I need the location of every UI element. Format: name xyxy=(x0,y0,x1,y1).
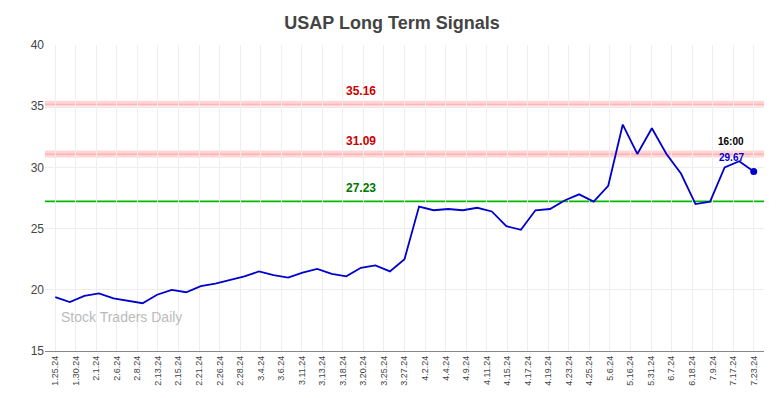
svg-text:3.4.24: 3.4.24 xyxy=(256,356,266,381)
svg-text:5.16.24: 5.16.24 xyxy=(625,356,635,386)
svg-text:2.6.24: 2.6.24 xyxy=(112,356,122,381)
svg-text:29.67: 29.67 xyxy=(719,152,744,163)
svg-text:25: 25 xyxy=(31,222,45,236)
svg-text:4.11.24: 4.11.24 xyxy=(482,356,492,385)
svg-text:5.6.24: 5.6.24 xyxy=(605,356,615,381)
svg-text:2.1.24: 2.1.24 xyxy=(91,356,101,381)
svg-text:4.23.24: 4.23.24 xyxy=(564,356,574,386)
svg-text:35: 35 xyxy=(31,99,45,113)
svg-text:30: 30 xyxy=(31,161,45,175)
svg-text:2.21.24: 2.21.24 xyxy=(194,356,204,386)
svg-text:2.28.24: 2.28.24 xyxy=(235,356,245,386)
svg-text:3.25.24: 3.25.24 xyxy=(379,356,389,386)
svg-text:3.13.24: 3.13.24 xyxy=(317,356,327,386)
svg-text:3.6.24: 3.6.24 xyxy=(276,356,286,381)
svg-text:2.8.24: 2.8.24 xyxy=(132,356,142,381)
svg-text:2.13.24: 2.13.24 xyxy=(153,356,163,386)
svg-text:1.30.24: 1.30.24 xyxy=(71,356,81,386)
svg-text:4.25.24: 4.25.24 xyxy=(584,356,594,386)
svg-text:3.18.24: 3.18.24 xyxy=(338,356,348,386)
svg-text:40: 40 xyxy=(31,38,45,52)
svg-text:3.20.24: 3.20.24 xyxy=(358,356,368,386)
svg-text:35.16: 35.16 xyxy=(346,84,376,98)
svg-text:31.09: 31.09 xyxy=(346,134,376,148)
svg-text:7.17.24: 7.17.24 xyxy=(728,356,738,386)
svg-text:4.17.24: 4.17.24 xyxy=(523,356,533,386)
svg-text:16:00: 16:00 xyxy=(718,136,744,147)
svg-text:27.23: 27.23 xyxy=(346,181,376,195)
svg-text:20: 20 xyxy=(31,283,45,297)
svg-text:4.9.24: 4.9.24 xyxy=(461,356,471,381)
svg-text:Stock Traders Daily: Stock Traders Daily xyxy=(61,309,182,325)
svg-text:2.15.24: 2.15.24 xyxy=(173,356,183,386)
svg-text:5.31.24: 5.31.24 xyxy=(646,356,656,386)
svg-text:4.15.24: 4.15.24 xyxy=(502,356,512,386)
svg-text:1.25.24: 1.25.24 xyxy=(50,356,60,386)
svg-text:3.11.24: 3.11.24 xyxy=(297,356,307,385)
svg-text:4.4.24: 4.4.24 xyxy=(441,356,451,381)
svg-text:3.27.24: 3.27.24 xyxy=(399,356,409,386)
svg-text:15: 15 xyxy=(31,344,45,358)
svg-text:7.23.24: 7.23.24 xyxy=(749,356,759,386)
svg-text:6.18.24: 6.18.24 xyxy=(687,356,697,386)
svg-text:6.7.24: 6.7.24 xyxy=(666,356,676,381)
svg-text:4.2.24: 4.2.24 xyxy=(420,356,430,381)
svg-text:USAP Long Term Signals: USAP Long Term Signals xyxy=(284,13,499,33)
svg-text:4.19.24: 4.19.24 xyxy=(543,356,553,386)
svg-text:7.9.24: 7.9.24 xyxy=(708,356,718,381)
svg-text:2.26.24: 2.26.24 xyxy=(215,356,225,386)
